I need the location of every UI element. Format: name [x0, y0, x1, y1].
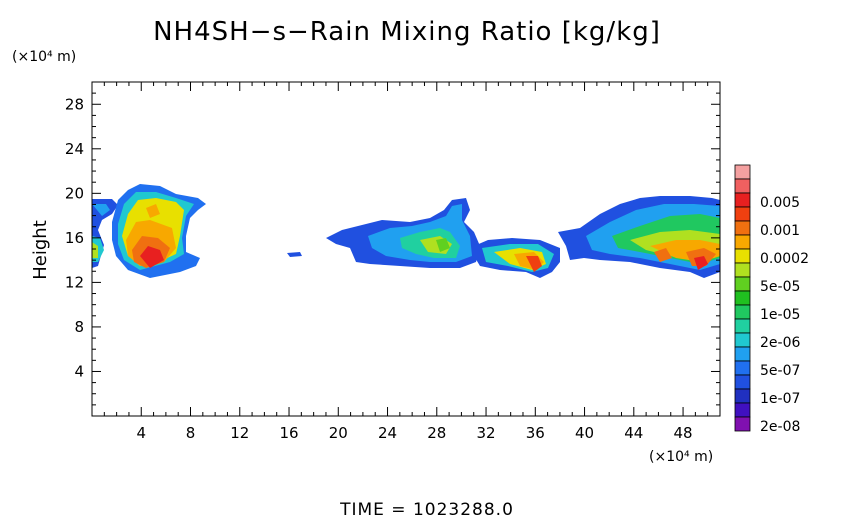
time-label: TIME = 1023288.0 [339, 500, 514, 519]
colorbar-swatch [734, 388, 751, 404]
colorbar-label: 2e-08 [760, 419, 800, 435]
x-tick-label: 40 [575, 424, 594, 442]
colorbar-label: 0.005 [760, 195, 800, 211]
colorbar-swatch [734, 234, 751, 250]
x-tick-label: 32 [476, 424, 495, 442]
y-tick-label: 16 [65, 229, 84, 247]
cloud-storm-a [112, 184, 206, 278]
colorbar-swatch [734, 360, 751, 376]
colorbar-swatch [734, 276, 751, 292]
colorbar-swatch [734, 220, 751, 236]
colorbar-label: 0.0002 [760, 251, 809, 267]
colorbar-label: 1e-07 [760, 391, 800, 407]
colorbar-swatch [734, 178, 751, 194]
x-tick-label: 4 [136, 424, 146, 442]
y-tick-label: 4 [74, 362, 84, 380]
y-tick-label: 12 [65, 273, 84, 291]
x-tick-label: 44 [624, 424, 643, 442]
chart-title: NH4SH−s−Rain Mixing Ratio [kg/kg] [153, 17, 661, 47]
colorbar-label: 5e-07 [760, 363, 800, 379]
colorbar-swatch [734, 346, 751, 362]
colorbar-label: 5e-05 [760, 279, 800, 295]
x-unit-label: (×10⁴ m) [649, 449, 713, 465]
colorbar-swatch [734, 262, 751, 278]
x-tick-label: 24 [378, 424, 397, 442]
x-tick-label: 8 [186, 424, 196, 442]
colorbar: 0.005 0.001 0.0002 5e-05 1e-05 2e-06 5e-07 1e-0… [734, 164, 809, 435]
colorbar-swatch [734, 164, 751, 180]
colorbar-swatch [734, 402, 751, 418]
y-tick-label: 24 [65, 140, 84, 158]
colorbar-label: 1e-05 [760, 307, 800, 323]
x-tick-label: 36 [526, 424, 545, 442]
x-tick-label: 12 [230, 424, 249, 442]
cloud-storm-e [558, 196, 720, 278]
colorbar-swatch [734, 290, 751, 306]
colorbar-swatch [734, 374, 751, 390]
colorbar-swatch [734, 248, 751, 264]
y-axis-label: Height [30, 220, 51, 280]
cloud-left-edge [92, 199, 118, 268]
x-tick-label: 16 [279, 424, 298, 442]
cloud-c [326, 198, 480, 268]
y-tick-label: 20 [65, 184, 84, 202]
colorbar-swatch [734, 206, 751, 222]
x-tick-label: 28 [427, 424, 446, 442]
x-tick-label: 20 [329, 424, 348, 442]
y-tick-label: 8 [74, 318, 84, 336]
x-tick-label: 48 [674, 424, 693, 442]
cloud-storm-d [474, 238, 560, 278]
y-tick-label: 28 [65, 95, 84, 113]
colorbar-swatch [734, 318, 751, 334]
colorbar-swatch [734, 192, 751, 208]
colorbar-label: 2e-06 [760, 335, 800, 351]
colorbar-swatch [734, 304, 751, 320]
mixing-ratio-field [92, 184, 720, 278]
colorbar-swatch [734, 332, 751, 348]
y-unit-label: (×10⁴ m) [12, 49, 76, 65]
colorbar-swatch [734, 416, 751, 432]
cloud-speck [287, 252, 302, 257]
colorbar-label: 0.001 [760, 223, 800, 239]
